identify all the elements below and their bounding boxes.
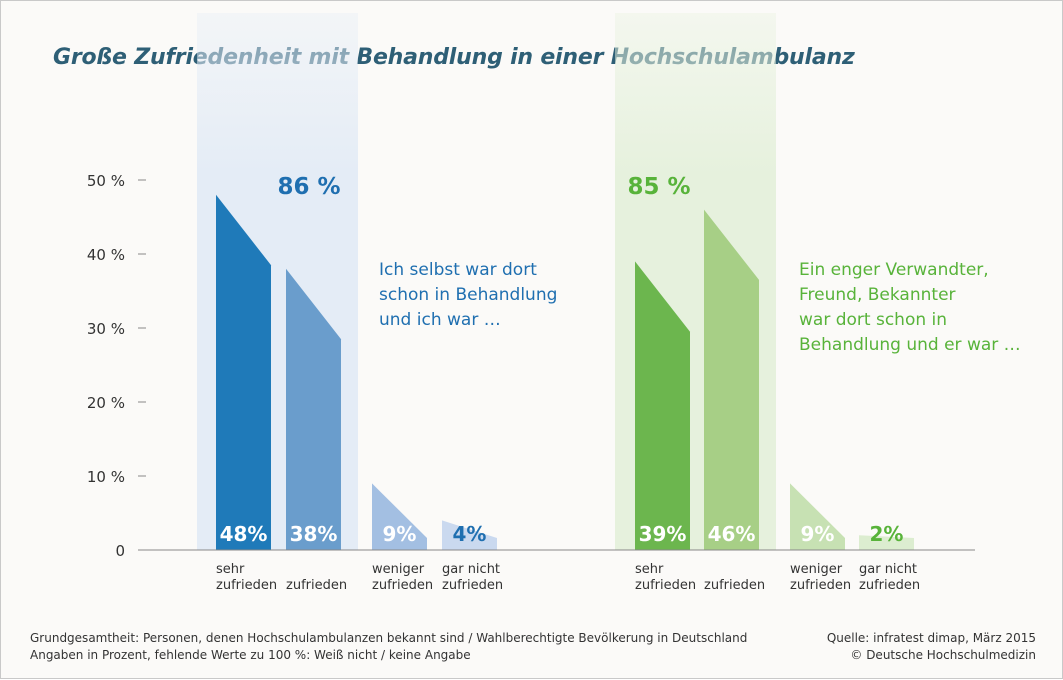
category-label: zufrieden [790,578,851,593]
note-line: Ich selbst war dort [379,260,537,280]
bar [859,535,914,550]
bar [216,194,271,551]
category-label: zufrieden [286,578,347,593]
category-label: zufrieden [635,578,696,593]
category-label: zufrieden [442,578,503,593]
bar-value-label: 46% [708,522,756,546]
note-line: schon in Behandlung [379,285,558,305]
footer-line: Grundgesamtheit: Personen, denen Hochsch… [30,631,748,645]
category-label: zufrieden [859,578,920,593]
bar-value-label: 39% [639,522,687,546]
y-tick-label: 10 % [87,468,125,486]
group-total-label: 85 % [627,174,690,200]
group-note-left: Ich selbst war dort schon in Behandlung … [379,258,557,333]
y-tick-label: 40 % [87,246,125,264]
bar [704,209,759,550]
footer-line: © Deutsche Hochschulmedizin [850,648,1036,662]
category-label: gar nicht [859,562,917,577]
y-tick-label: 0 [115,542,125,560]
note-line: Freund, Bekannter [799,285,956,305]
category-label: zufrieden [216,578,277,593]
category-label: weniger [790,562,843,577]
bar-value-label: 38% [290,522,338,546]
y-tick-label: 30 % [87,320,125,338]
bar [635,261,690,550]
bar [442,520,497,550]
bar-value-label: 9% [383,522,417,546]
category-label: gar nicht [442,562,500,577]
footer-source: Quelle: infratest dimap, März 2015 © Deu… [827,630,1036,664]
note-line: und ich war … [379,310,501,330]
category-label: zufrieden [372,578,433,593]
footer-base-note: Grundgesamtheit: Personen, denen Hochsch… [30,630,747,664]
note-line: Ein enger Verwandter, [799,260,989,280]
group-total-label: 86 % [277,174,340,200]
bar-value-label: 4% [453,522,487,546]
footer-line: Angaben in Prozent, fehlende Werte zu 10… [30,648,471,662]
note-line: war dort schon in [799,310,948,330]
category-label: sehr [216,562,245,577]
bar-value-label: 9% [801,522,835,546]
bar [372,483,427,550]
group-note-right: Ein enger Verwandter, Freund, Bekannter … [799,258,1021,358]
bar-value-label: 48% [220,522,268,546]
category-label: weniger [372,562,425,577]
note-line: Behandlung und er war … [799,335,1021,355]
y-tick-label: 50 % [87,172,125,190]
bar-value-label: 2% [870,522,904,546]
category-label: zufrieden [704,578,765,593]
bar [790,483,845,550]
footer-line: Quelle: infratest dimap, März 2015 [826,631,1036,645]
y-tick-label: 20 % [87,394,125,412]
bar [286,268,341,550]
category-label: sehr [635,562,664,577]
